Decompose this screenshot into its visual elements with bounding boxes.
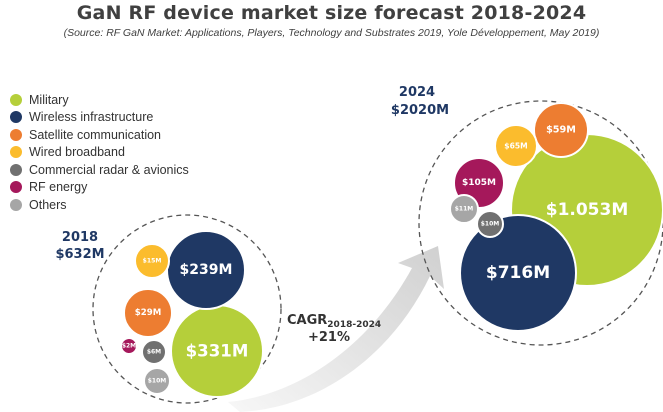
bubble-2018-satellite-communication bbox=[123, 288, 173, 338]
bubble-2024-satellite-communication bbox=[533, 102, 589, 158]
group-year-2024: 2024 bbox=[399, 85, 435, 100]
legend-swatch-others bbox=[10, 198, 22, 211]
bubble-label-2018-commercial-radar-and-avionics: $6M bbox=[147, 349, 161, 356]
bubble-2018-wired-broadband bbox=[134, 243, 170, 279]
legend-label: RF energy bbox=[29, 180, 88, 195]
legend-label: Military bbox=[29, 92, 69, 107]
legend-item-commercial-radar: Commercial radar & avionics bbox=[10, 161, 189, 179]
growth-arrow bbox=[228, 246, 444, 412]
legend-label: Commercial radar & avionics bbox=[29, 162, 189, 177]
bubble-label-2024-wired-broadband: $65M bbox=[504, 142, 527, 151]
legend: Military Wireless infrastructure Satelli… bbox=[10, 91, 189, 214]
bubble-label-2018-rf-energy: $2M bbox=[122, 343, 136, 350]
bubble-label-2024-others: $11M bbox=[455, 206, 474, 213]
bubbles-2024: $1.053M $716M $59M $65M $10M $105M $11M bbox=[449, 102, 663, 332]
bubble-2024-wired-broadband bbox=[494, 124, 538, 168]
legend-swatch-wired-broadband bbox=[10, 146, 22, 159]
chart-title: GaN RF device market size forecast 2018-… bbox=[76, 2, 587, 24]
cagr-value: +21% bbox=[308, 330, 350, 345]
legend-label: Wireless infrastructure bbox=[29, 110, 154, 125]
bubble-label-2024-wireless-infrastructure: $716M bbox=[486, 263, 550, 283]
legend-item-satellite-communication: Satellite communication bbox=[10, 126, 189, 144]
group-boundary-2024 bbox=[418, 100, 663, 346]
cagr-annotation: CAGR2018-2024 bbox=[287, 313, 381, 330]
bubble-2018-commercial-radar-and-avionics bbox=[141, 339, 167, 365]
legend-item-wireless-infrastructure: Wireless infrastructure bbox=[10, 109, 189, 127]
legend-swatch-military bbox=[10, 93, 22, 106]
bubble-label-2018-satellite-communication: $29M bbox=[135, 308, 162, 318]
bubble-label-2018-wired-broadband: $15M bbox=[143, 258, 162, 265]
legend-item-military: Military bbox=[10, 91, 189, 109]
legend-swatch-satellite-communication bbox=[10, 128, 22, 141]
bubble-label-2024-rf-energy: $105M bbox=[462, 178, 496, 188]
bubble-label-2018-others: $10M bbox=[148, 378, 167, 385]
legend-item-others: Others bbox=[10, 196, 189, 214]
chart-subtitle: (Source: RF GaN Market: Applications, Pl… bbox=[63, 27, 600, 39]
bubbles-2018: $331M $239M $29M $15M $6M $2M $10M bbox=[120, 230, 264, 398]
group-boundary-2018 bbox=[92, 214, 282, 404]
group-total-2024: $2020M bbox=[391, 103, 449, 118]
bubble-label-2024-commercial-radar-and-avionics: $10M bbox=[481, 221, 500, 228]
bubble-label-2018-military: $331M bbox=[186, 342, 249, 361]
legend-label: Wired broadband bbox=[29, 145, 125, 160]
cagr-subscript: 2018-2024 bbox=[327, 320, 381, 330]
legend-item-wired-broadband: Wired broadband bbox=[10, 144, 189, 162]
group-year-2018: 2018 bbox=[62, 230, 98, 245]
legend-swatch-commercial-radar bbox=[10, 163, 22, 176]
cagr-label: CAGR bbox=[287, 313, 327, 328]
bubble-label-2018-wireless-infrastructure: $239M bbox=[180, 262, 233, 278]
legend-swatch-wireless-infrastructure bbox=[10, 111, 22, 124]
bubble-label-2024-satellite-communication: $59M bbox=[546, 125, 576, 136]
bubble-2024-others bbox=[449, 194, 479, 224]
group-total-2018: $632M bbox=[55, 247, 104, 262]
bubble-2018-rf-energy bbox=[120, 337, 138, 355]
bubble-2024-commercial-radar-and-avionics bbox=[476, 210, 504, 238]
bubble-2024-wireless-infrastructure bbox=[459, 214, 577, 332]
legend-label: Others bbox=[29, 197, 67, 212]
legend-label: Satellite communication bbox=[29, 127, 162, 142]
bubble-2018-others bbox=[143, 367, 171, 395]
legend-item-rf-energy: RF energy bbox=[10, 179, 189, 197]
legend-swatch-rf-energy bbox=[10, 181, 22, 194]
bubble-label-2024-military: $1.053M bbox=[546, 200, 629, 220]
